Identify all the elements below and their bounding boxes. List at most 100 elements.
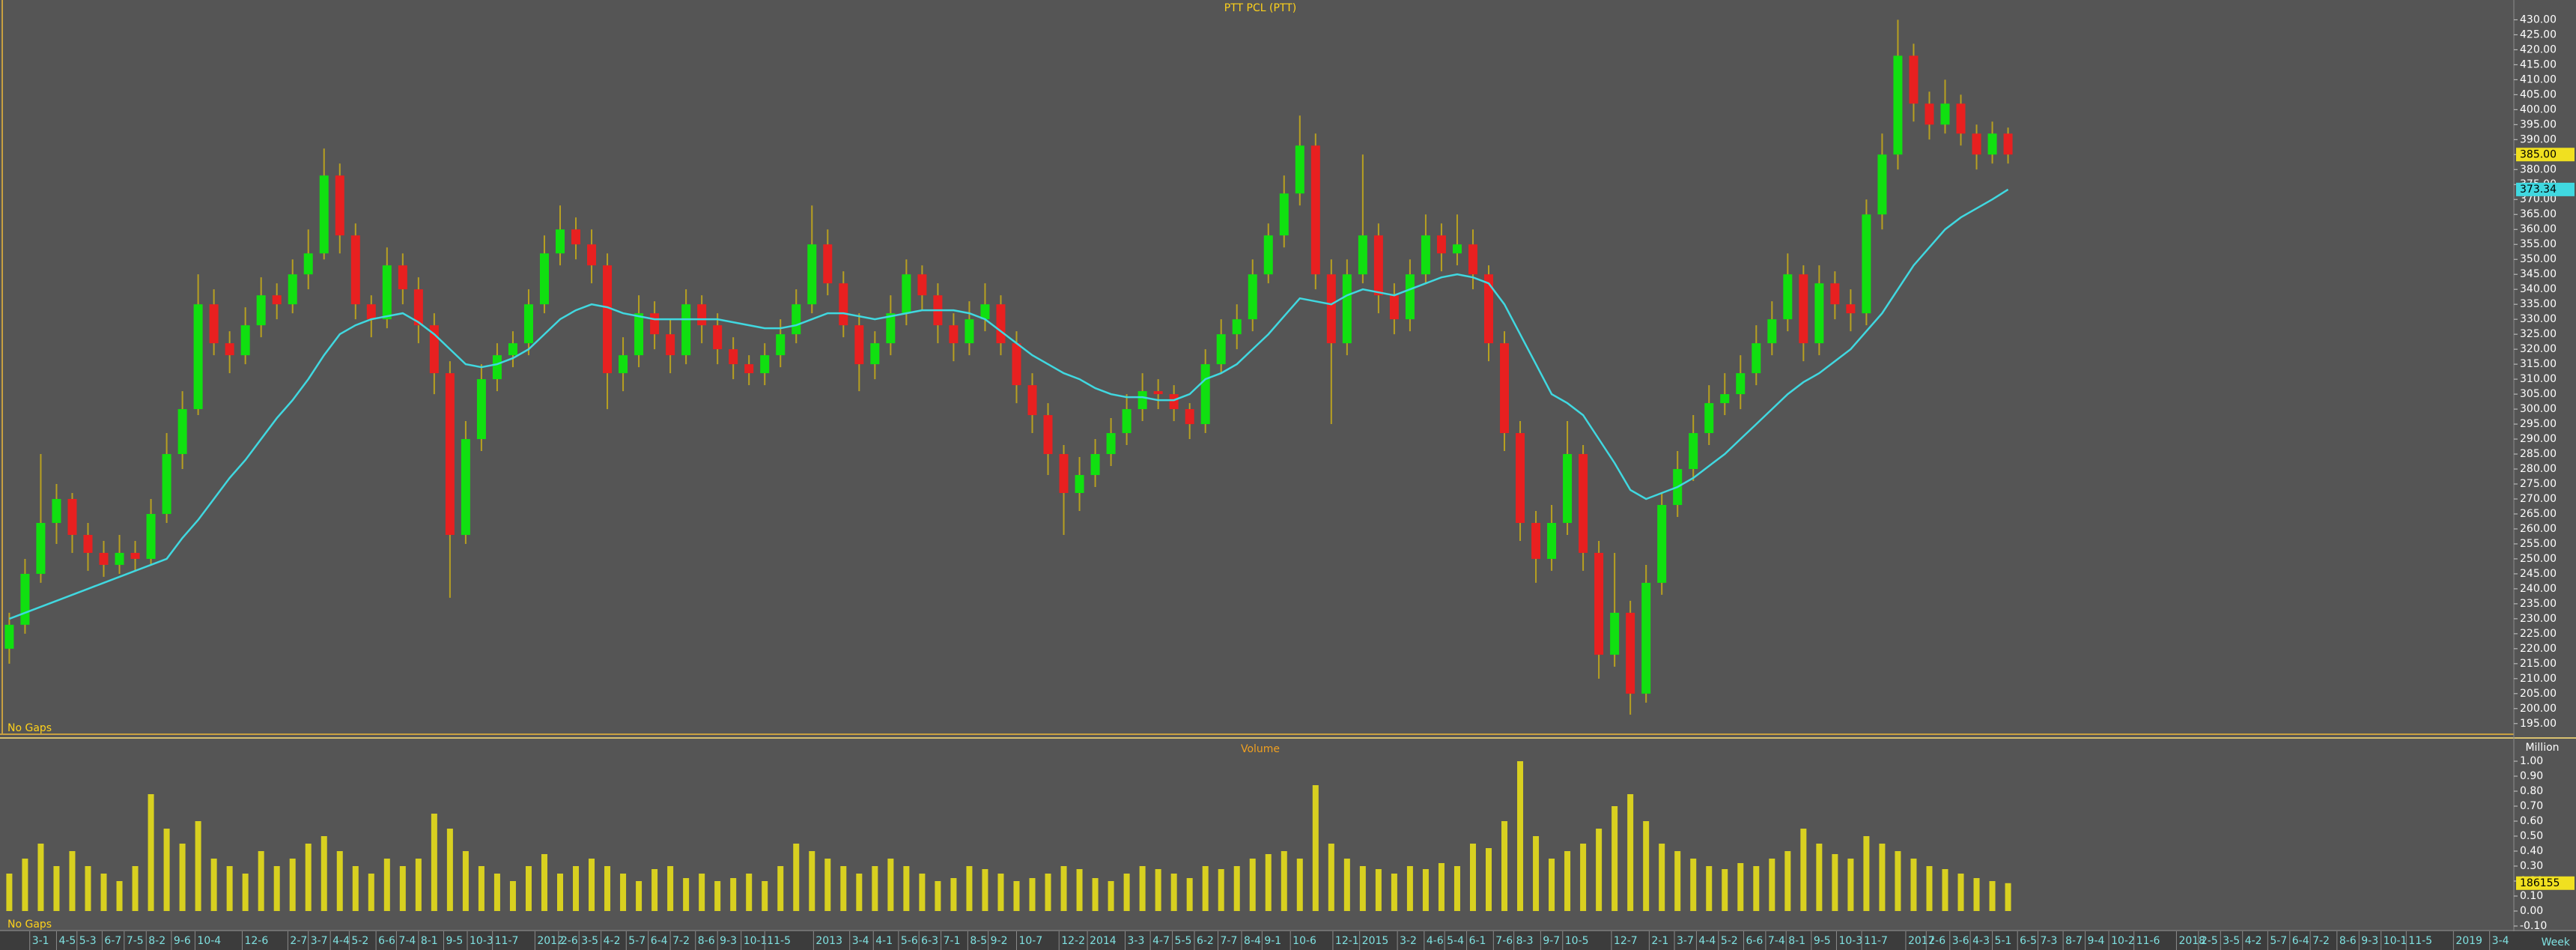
candle-body — [1216, 334, 1226, 365]
volume-bar — [1092, 878, 1099, 911]
volume-bar — [636, 881, 643, 911]
candle-body — [1531, 522, 1541, 559]
volume-bar — [1469, 844, 1476, 911]
volume-bar — [242, 874, 249, 911]
y-tick-label: 0.50 — [2520, 830, 2543, 842]
volume-bar — [1973, 878, 1980, 911]
volume-bar — [1596, 829, 1603, 911]
y-tick-label: 245.00 — [2520, 568, 2557, 580]
candle-body — [4, 624, 14, 649]
value-tag — [2516, 148, 2575, 162]
candle-body — [115, 552, 124, 565]
candle-body — [1326, 274, 1336, 344]
candle-body — [1893, 55, 1903, 155]
y-tick-label: 205.00 — [2520, 688, 2557, 700]
x-tick-label: 7-4 — [398, 935, 416, 947]
volume-bar — [809, 851, 815, 911]
x-tick-label: 9-4 — [2088, 935, 2105, 947]
candle-body — [1122, 409, 1131, 434]
volume-bar — [1422, 869, 1429, 911]
volume-bar — [352, 866, 359, 911]
volume-bar — [509, 881, 516, 911]
y-tick-label: 330.00 — [2520, 313, 2557, 325]
y-tick-label: 195.00 — [2520, 718, 2557, 730]
volume-bar — [1375, 869, 1382, 911]
x-tick-label: 8-1 — [421, 935, 438, 947]
volume-bar — [966, 866, 973, 911]
x-tick-label: 10-3 — [1838, 935, 1862, 947]
volume-bar — [431, 814, 437, 911]
candle-body — [1012, 343, 1021, 386]
candle-body — [619, 355, 628, 374]
y-tick-label: 365.00 — [2520, 208, 2557, 220]
volume-bar — [493, 874, 500, 911]
x-tick-label: 7-2 — [2312, 935, 2330, 947]
x-tick-label: 7-2 — [672, 935, 690, 947]
x-tick-label: 3-6 — [1952, 935, 1969, 947]
candle-body — [1594, 552, 1604, 655]
candle-body — [1043, 415, 1053, 455]
candle-body — [319, 175, 329, 254]
x-tick-label: 6-1 — [1469, 935, 1486, 947]
volume-bar — [1895, 851, 1901, 911]
chart-title: PTT PCL (PTT) — [1224, 2, 1296, 14]
candle-body — [792, 304, 801, 335]
volume-bar — [305, 844, 312, 911]
volume-bar — [1060, 866, 1067, 911]
volume-title: Volume — [1241, 743, 1280, 755]
y-tick-label: 200.00 — [2520, 703, 2557, 715]
x-tick-label: 12-7 — [1614, 935, 1638, 947]
y-tick-label: 0.90 — [2520, 770, 2543, 782]
candle-body — [335, 175, 344, 236]
x-tick-label: 6-7 — [104, 935, 121, 947]
x-tick-label: 11-7 — [495, 935, 519, 947]
candle-body — [1484, 274, 1493, 344]
volume-bar — [336, 851, 343, 911]
note: No Gaps — [7, 919, 52, 931]
volume-bar — [1076, 869, 1083, 911]
x-tick-label: 3-5 — [2223, 935, 2240, 947]
x-tick-label: 4-7 — [1152, 935, 1170, 947]
x-tick-label: 9-2 — [991, 935, 1008, 947]
candle-body — [177, 409, 187, 455]
x-tick-label: 11-5 — [2408, 935, 2432, 947]
candle-body — [209, 304, 219, 344]
candle-body — [1814, 283, 1824, 344]
x-tick-label: 2017 — [1908, 935, 1935, 947]
volume-bar — [1769, 859, 1775, 911]
candle-body — [1846, 304, 1856, 314]
volume-bar — [1549, 859, 1555, 911]
y-tick-label: 285.00 — [2520, 448, 2557, 460]
volume-bar — [667, 866, 674, 911]
volume-bar — [1722, 869, 1728, 911]
y-tick-label: 395.00 — [2520, 118, 2557, 130]
y-tick-label: 405.00 — [2520, 88, 2557, 100]
volume-bar — [589, 859, 595, 911]
candle-body — [445, 373, 455, 535]
volume-bar — [1013, 881, 1020, 911]
candle-body — [398, 265, 407, 290]
candle-body — [556, 229, 565, 254]
x-tick-label: 2014 — [1090, 935, 1117, 947]
x-tick-label: 9-3 — [720, 935, 737, 947]
volume-bar — [793, 844, 800, 911]
volume-bar — [604, 866, 611, 911]
x-tick-label: 10-5 — [1565, 935, 1589, 947]
x-tick-label: 12-2 — [1061, 935, 1085, 947]
candle-body — [681, 304, 691, 356]
volume-bar — [557, 874, 563, 911]
candle-body — [1389, 295, 1399, 320]
volume-bar — [872, 866, 878, 911]
value-tag — [2516, 182, 2575, 196]
volume-bar — [195, 821, 201, 911]
x-tick-label: 4-4 — [1698, 935, 1716, 947]
volume-bar — [1942, 869, 1948, 911]
note: No Gaps — [7, 722, 52, 734]
y-tick-label: 1.00 — [2520, 755, 2543, 767]
y-tick-label: 225.00 — [2520, 628, 2557, 640]
candle-body — [476, 379, 486, 440]
x-tick-label: 8-1 — [1788, 935, 1805, 947]
x-tick-label: 6-6 — [378, 935, 395, 947]
candle-body — [980, 304, 990, 320]
candle-body — [413, 289, 423, 326]
